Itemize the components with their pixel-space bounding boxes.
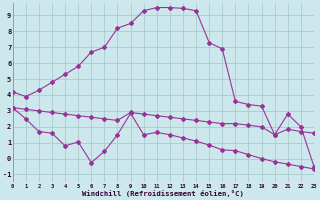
X-axis label: Windchill (Refroidissement éolien,°C): Windchill (Refroidissement éolien,°C) [82, 190, 244, 197]
